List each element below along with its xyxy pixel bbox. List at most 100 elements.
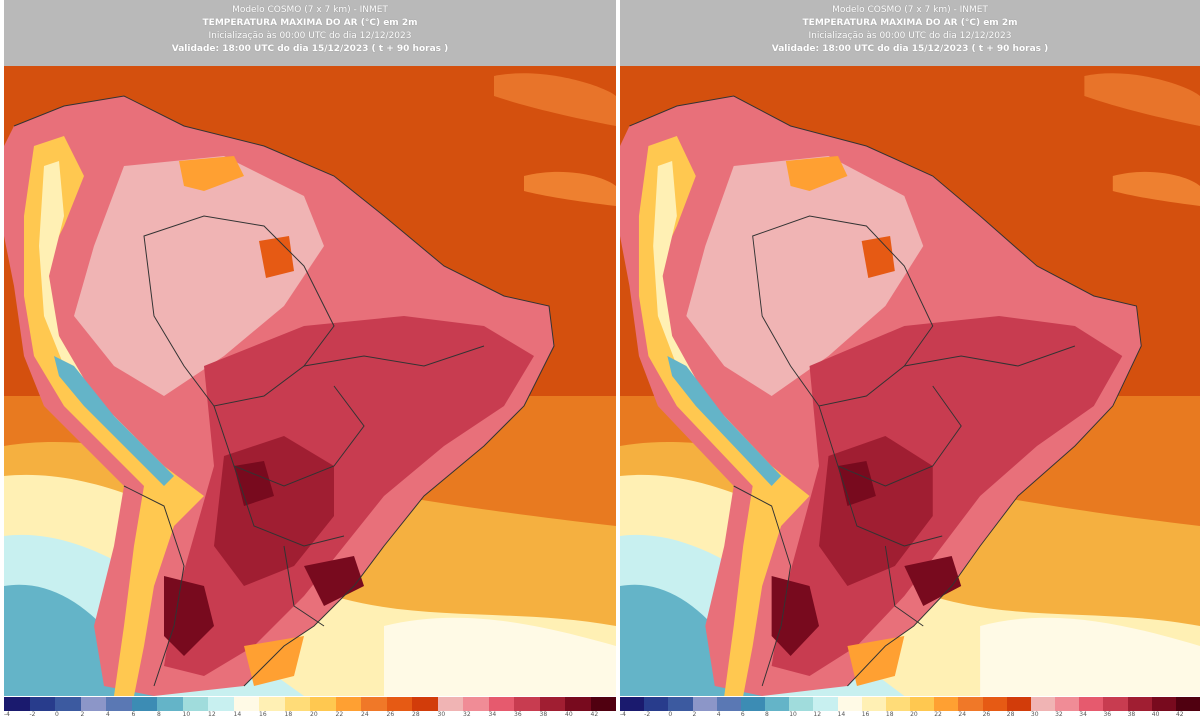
color-scale-swatch bbox=[463, 697, 489, 711]
temperature-field bbox=[620, 73, 1200, 696]
color-scale-tick: -4 bbox=[4, 711, 10, 718]
valid-time: Validade: 18:00 UTC do dia 15/12/2023 ( … bbox=[171, 44, 449, 54]
color-scale-tick: 20 bbox=[910, 711, 918, 718]
color-scale bbox=[620, 697, 1200, 711]
color-scale-swatch bbox=[488, 697, 514, 711]
color-scale-tick: 16 bbox=[259, 711, 267, 718]
extreme-hot-core bbox=[164, 576, 214, 656]
color-scale-tick: 6 bbox=[740, 711, 745, 718]
color-scale-tick: 26 bbox=[982, 711, 991, 718]
color-scale-swatch bbox=[590, 697, 616, 711]
color-scale-swatch bbox=[644, 697, 669, 711]
color-scale-swatch bbox=[692, 697, 717, 711]
andes-light-strip bbox=[39, 161, 154, 476]
orange-patch bbox=[179, 156, 244, 191]
color-scale-swatch bbox=[539, 697, 565, 711]
andes-cold-strip bbox=[54, 356, 174, 486]
central-hot-zone bbox=[164, 316, 534, 676]
color-scale-tick: 10 bbox=[182, 711, 191, 718]
color-scale-tick: 4 bbox=[106, 711, 110, 718]
country-borders bbox=[13, 95, 555, 687]
color-scale-tick: 36 bbox=[514, 711, 522, 718]
init-time: Inicialização às 00:00 UTC do dia 12/12/… bbox=[808, 31, 1012, 41]
color-scale-swatch bbox=[335, 697, 361, 711]
color-scale-tick: 14 bbox=[233, 711, 242, 718]
atlantic-patch bbox=[494, 73, 616, 126]
color-scale-tick: 26 bbox=[386, 711, 395, 718]
color-scale-tick: 2 bbox=[692, 711, 697, 718]
color-scale-swatch bbox=[934, 697, 959, 711]
color-scale-swatch bbox=[1151, 697, 1176, 711]
orange-patch bbox=[861, 236, 895, 278]
color-scale-swatch bbox=[668, 697, 693, 711]
map-header: Modelo COSMO (7 x 7 km) - INMET TEMPERAT… bbox=[4, 0, 616, 66]
color-scale-swatch bbox=[1006, 697, 1031, 711]
temperature-field bbox=[4, 73, 616, 696]
color-scale-tick: 24 bbox=[361, 711, 369, 718]
color-scale-swatch bbox=[565, 697, 591, 711]
color-scale-swatch bbox=[1055, 697, 1080, 711]
color-scale-swatch bbox=[259, 697, 285, 711]
temperature-map bbox=[4, 66, 616, 696]
color-scale-swatch bbox=[861, 697, 886, 711]
color-scale-tick: 18 bbox=[885, 711, 894, 718]
color-scale-tick: 34 bbox=[1079, 711, 1087, 718]
panel-divider bbox=[616, 0, 620, 719]
andes-cold-strip bbox=[667, 356, 782, 486]
andes-light-strip bbox=[653, 161, 763, 476]
extreme-hot-core bbox=[771, 576, 820, 656]
color-scale-tick: 18 bbox=[284, 711, 293, 718]
color-scale-tick: 8 bbox=[765, 711, 769, 718]
color-scale-swatch bbox=[885, 697, 911, 711]
color-scale-tick: 12 bbox=[813, 711, 822, 718]
color-scale-tick: 38 bbox=[539, 711, 548, 718]
color-scale-swatch bbox=[514, 697, 540, 711]
variable-title: TEMPERATURA MAXIMA DO AR (°C) em 2m bbox=[802, 18, 1018, 28]
color-scale-tick: 16 bbox=[861, 711, 870, 718]
color-scale-swatch bbox=[437, 697, 463, 711]
color-scale-tick: 0 bbox=[668, 711, 673, 718]
color-scale-tick: 0 bbox=[55, 711, 59, 718]
color-scale-tick: 6 bbox=[131, 711, 136, 718]
color-scale-tick: 20 bbox=[310, 711, 318, 718]
extreme-hot-core bbox=[904, 556, 962, 606]
color-scale-swatch bbox=[284, 697, 310, 711]
color-scale-tick: 40 bbox=[1151, 711, 1160, 718]
color-scale-tick: 30 bbox=[1030, 711, 1039, 718]
valid-time: Validade: 18:00 UTC do dia 15/12/2023 ( … bbox=[771, 44, 1049, 54]
color-scale-swatch bbox=[80, 697, 106, 711]
atlantic-patch bbox=[1112, 171, 1200, 206]
color-scale-swatch bbox=[182, 697, 208, 711]
color-scale-swatch bbox=[310, 697, 336, 711]
extreme-hot-core bbox=[304, 556, 364, 606]
orange-patch bbox=[244, 636, 304, 686]
color-scale-swatch bbox=[620, 697, 645, 711]
country-borders bbox=[629, 95, 1142, 687]
orange-patch bbox=[847, 636, 905, 686]
color-scale-tick: -2 bbox=[29, 711, 36, 718]
color-scale-tick: 8 bbox=[157, 711, 161, 718]
color-scale-tick: 4 bbox=[716, 711, 721, 718]
amazon-light-zone bbox=[686, 156, 924, 396]
color-scale-swatch bbox=[106, 697, 132, 711]
color-scale-tick: 10 bbox=[789, 711, 797, 718]
color-scale-tick: 38 bbox=[1127, 711, 1136, 718]
color-scale-tick: 36 bbox=[1103, 711, 1112, 718]
map-header: Modelo COSMO (7 x 7 km) - INMET TEMPERAT… bbox=[620, 0, 1200, 66]
color-scale-tick: 2 bbox=[80, 711, 85, 718]
color-scale-tick: -2 bbox=[644, 711, 651, 718]
color-scale-tick: 32 bbox=[463, 711, 471, 718]
color-scale-tick: 34 bbox=[488, 711, 497, 718]
color-scale-tick: 30 bbox=[437, 711, 446, 718]
forecast-map-panel-right: Modelo COSMO (7 x 7 km) - INMET TEMPERAT… bbox=[620, 0, 1200, 719]
color-scale-tick: 28 bbox=[412, 711, 420, 718]
color-scale-tick: 42 bbox=[1175, 711, 1184, 718]
forecast-map-panel-left: Modelo COSMO (7 x 7 km) - INMET TEMPERAT… bbox=[4, 0, 616, 719]
color-scale-swatch bbox=[386, 697, 412, 711]
color-scale-swatch bbox=[958, 697, 983, 711]
color-scale-swatch bbox=[131, 697, 157, 711]
orange-patch bbox=[259, 236, 294, 278]
color-scale-swatch bbox=[837, 697, 862, 711]
color-scale-tick: 14 bbox=[837, 711, 846, 718]
color-scale bbox=[4, 697, 616, 711]
